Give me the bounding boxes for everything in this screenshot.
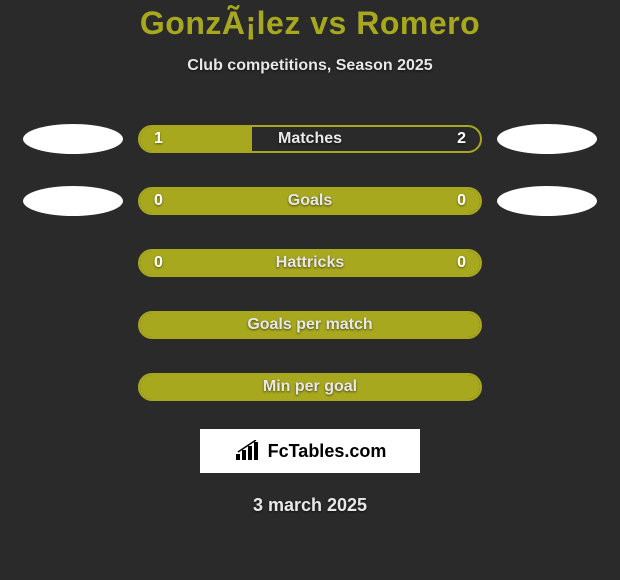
avatar-spacer	[497, 365, 597, 409]
avatar-spacer	[23, 365, 123, 409]
avatar-ellipse-icon	[497, 186, 597, 216]
stat-row-min-per-goal: Min per goal	[0, 365, 620, 409]
fctables-logo[interactable]: FcTables.com	[200, 429, 420, 473]
stat-label: Goals per match	[247, 316, 372, 334]
stat-value-right: 0	[457, 254, 466, 272]
player-avatar-right	[497, 179, 597, 223]
avatar-ellipse-icon	[23, 186, 123, 216]
stat-bar: 1 Matches 2	[138, 125, 482, 153]
stat-row-matches: 1 Matches 2	[0, 117, 620, 161]
stat-row-goals: 0 Goals 0	[0, 179, 620, 223]
stat-value-left: 0	[154, 254, 163, 272]
player-avatar-left	[23, 117, 123, 161]
logo-text: FcTables.com	[268, 441, 387, 462]
date-text: 3 march 2025	[0, 495, 620, 516]
stat-bar: Min per goal	[138, 373, 482, 401]
avatar-spacer	[23, 303, 123, 347]
avatar-spacer	[497, 241, 597, 285]
stat-bar: 0 Hattricks 0	[138, 249, 482, 277]
stat-value-left: 1	[154, 130, 163, 148]
stat-label: Min per goal	[263, 378, 357, 396]
stat-value-left: 0	[154, 192, 163, 210]
player-avatar-left	[23, 179, 123, 223]
avatar-spacer	[23, 241, 123, 285]
stat-row-goals-per-match: Goals per match	[0, 303, 620, 347]
player-avatar-right	[497, 117, 597, 161]
avatar-ellipse-icon	[497, 124, 597, 154]
avatar-spacer	[497, 303, 597, 347]
stat-label: Matches	[278, 130, 342, 148]
chart-icon	[234, 440, 262, 462]
stat-value-right: 2	[457, 130, 466, 148]
avatar-ellipse-icon	[23, 124, 123, 154]
comparison-container: GonzÃ¡lez vs Romero Club competitions, S…	[0, 0, 620, 516]
subtitle: Club competitions, Season 2025	[0, 57, 620, 75]
page-title: GonzÃ¡lez vs Romero	[0, 5, 620, 42]
stat-bar: 0 Goals 0	[138, 187, 482, 215]
stat-row-hattricks: 0 Hattricks 0	[0, 241, 620, 285]
stat-label: Hattricks	[276, 254, 344, 272]
stat-bar: Goals per match	[138, 311, 482, 339]
stat-label: Goals	[288, 192, 332, 210]
stat-value-right: 0	[457, 192, 466, 210]
